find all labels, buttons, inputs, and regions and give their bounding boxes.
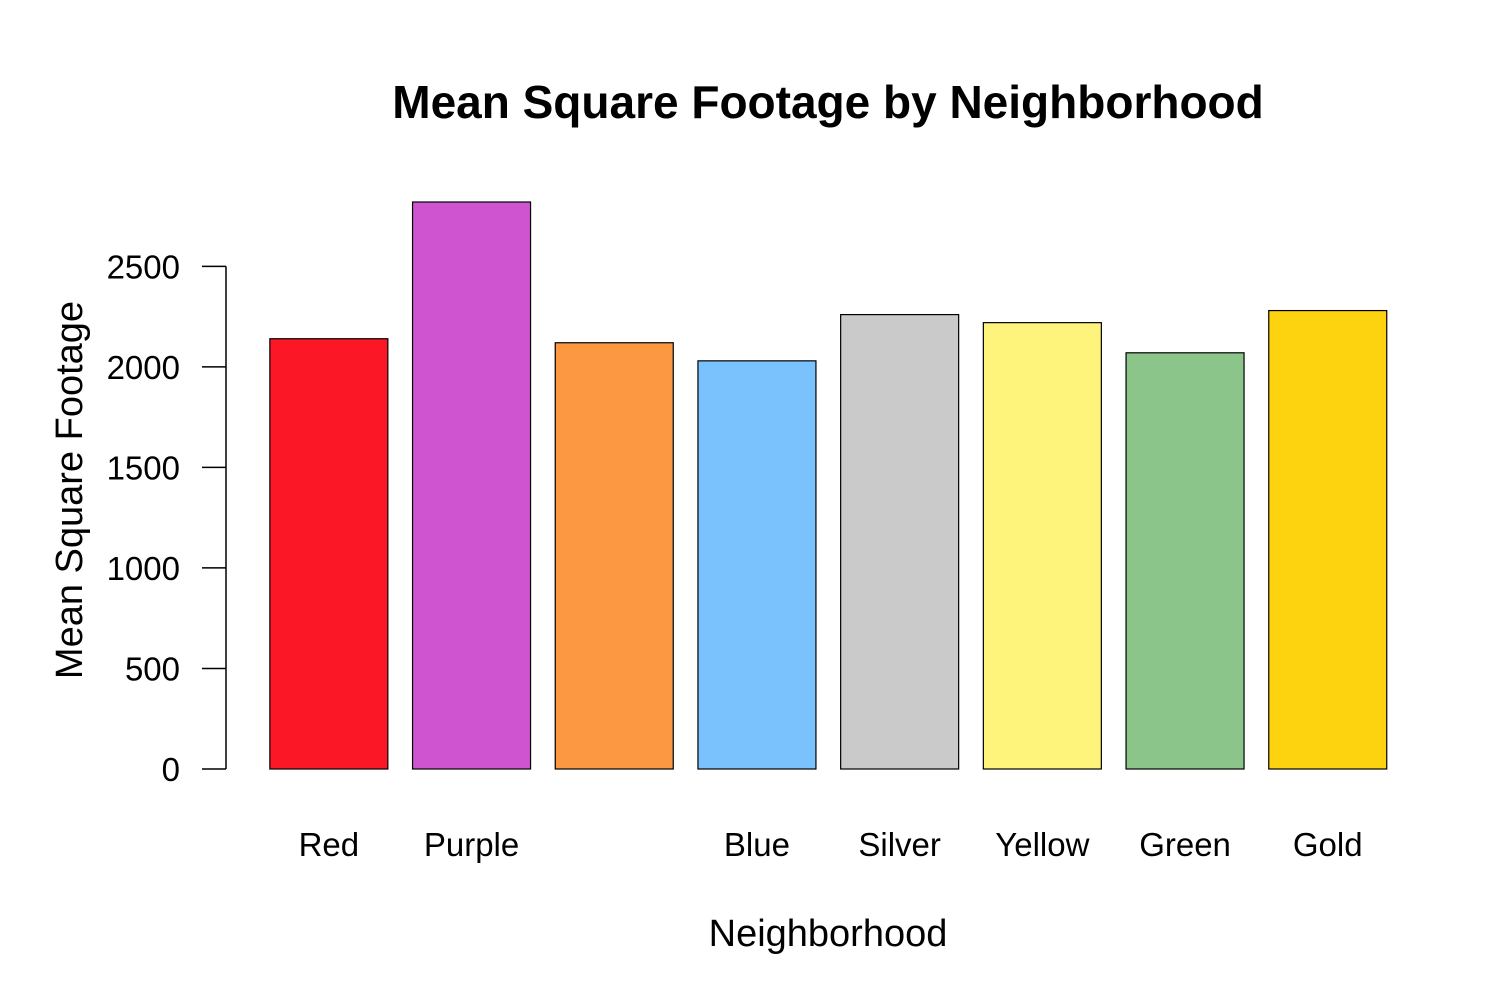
bar	[840, 313, 960, 770]
bar	[982, 322, 1102, 770]
x-tick-label: Yellow	[995, 826, 1089, 863]
y-tick-label: 0	[162, 751, 180, 788]
y-axis-label: Mean Square Footage	[49, 301, 91, 679]
bar	[1125, 352, 1245, 770]
x-tick-label: Blue	[724, 826, 790, 863]
x-tick-label: Red	[299, 826, 360, 863]
y-tick-label: 1000	[107, 550, 180, 587]
x-tick-label: Green	[1139, 826, 1231, 863]
y-tick-label: 1500	[107, 449, 180, 486]
y-tick-label: 2000	[107, 349, 180, 386]
bar	[411, 201, 532, 770]
x-axis-label: Neighborhood	[709, 913, 948, 955]
y-tick-label: 500	[125, 650, 180, 687]
x-tick-label: Purple	[424, 826, 519, 863]
bar	[697, 360, 817, 770]
bar	[554, 342, 674, 770]
bar	[1268, 309, 1388, 770]
y-tick-label: 2500	[107, 248, 180, 285]
bar	[269, 338, 389, 770]
chart-title: Mean Square Footage by Neighborhood	[392, 76, 1263, 128]
x-tick-label: Gold	[1293, 826, 1363, 863]
x-tick-label: Silver	[858, 826, 941, 863]
